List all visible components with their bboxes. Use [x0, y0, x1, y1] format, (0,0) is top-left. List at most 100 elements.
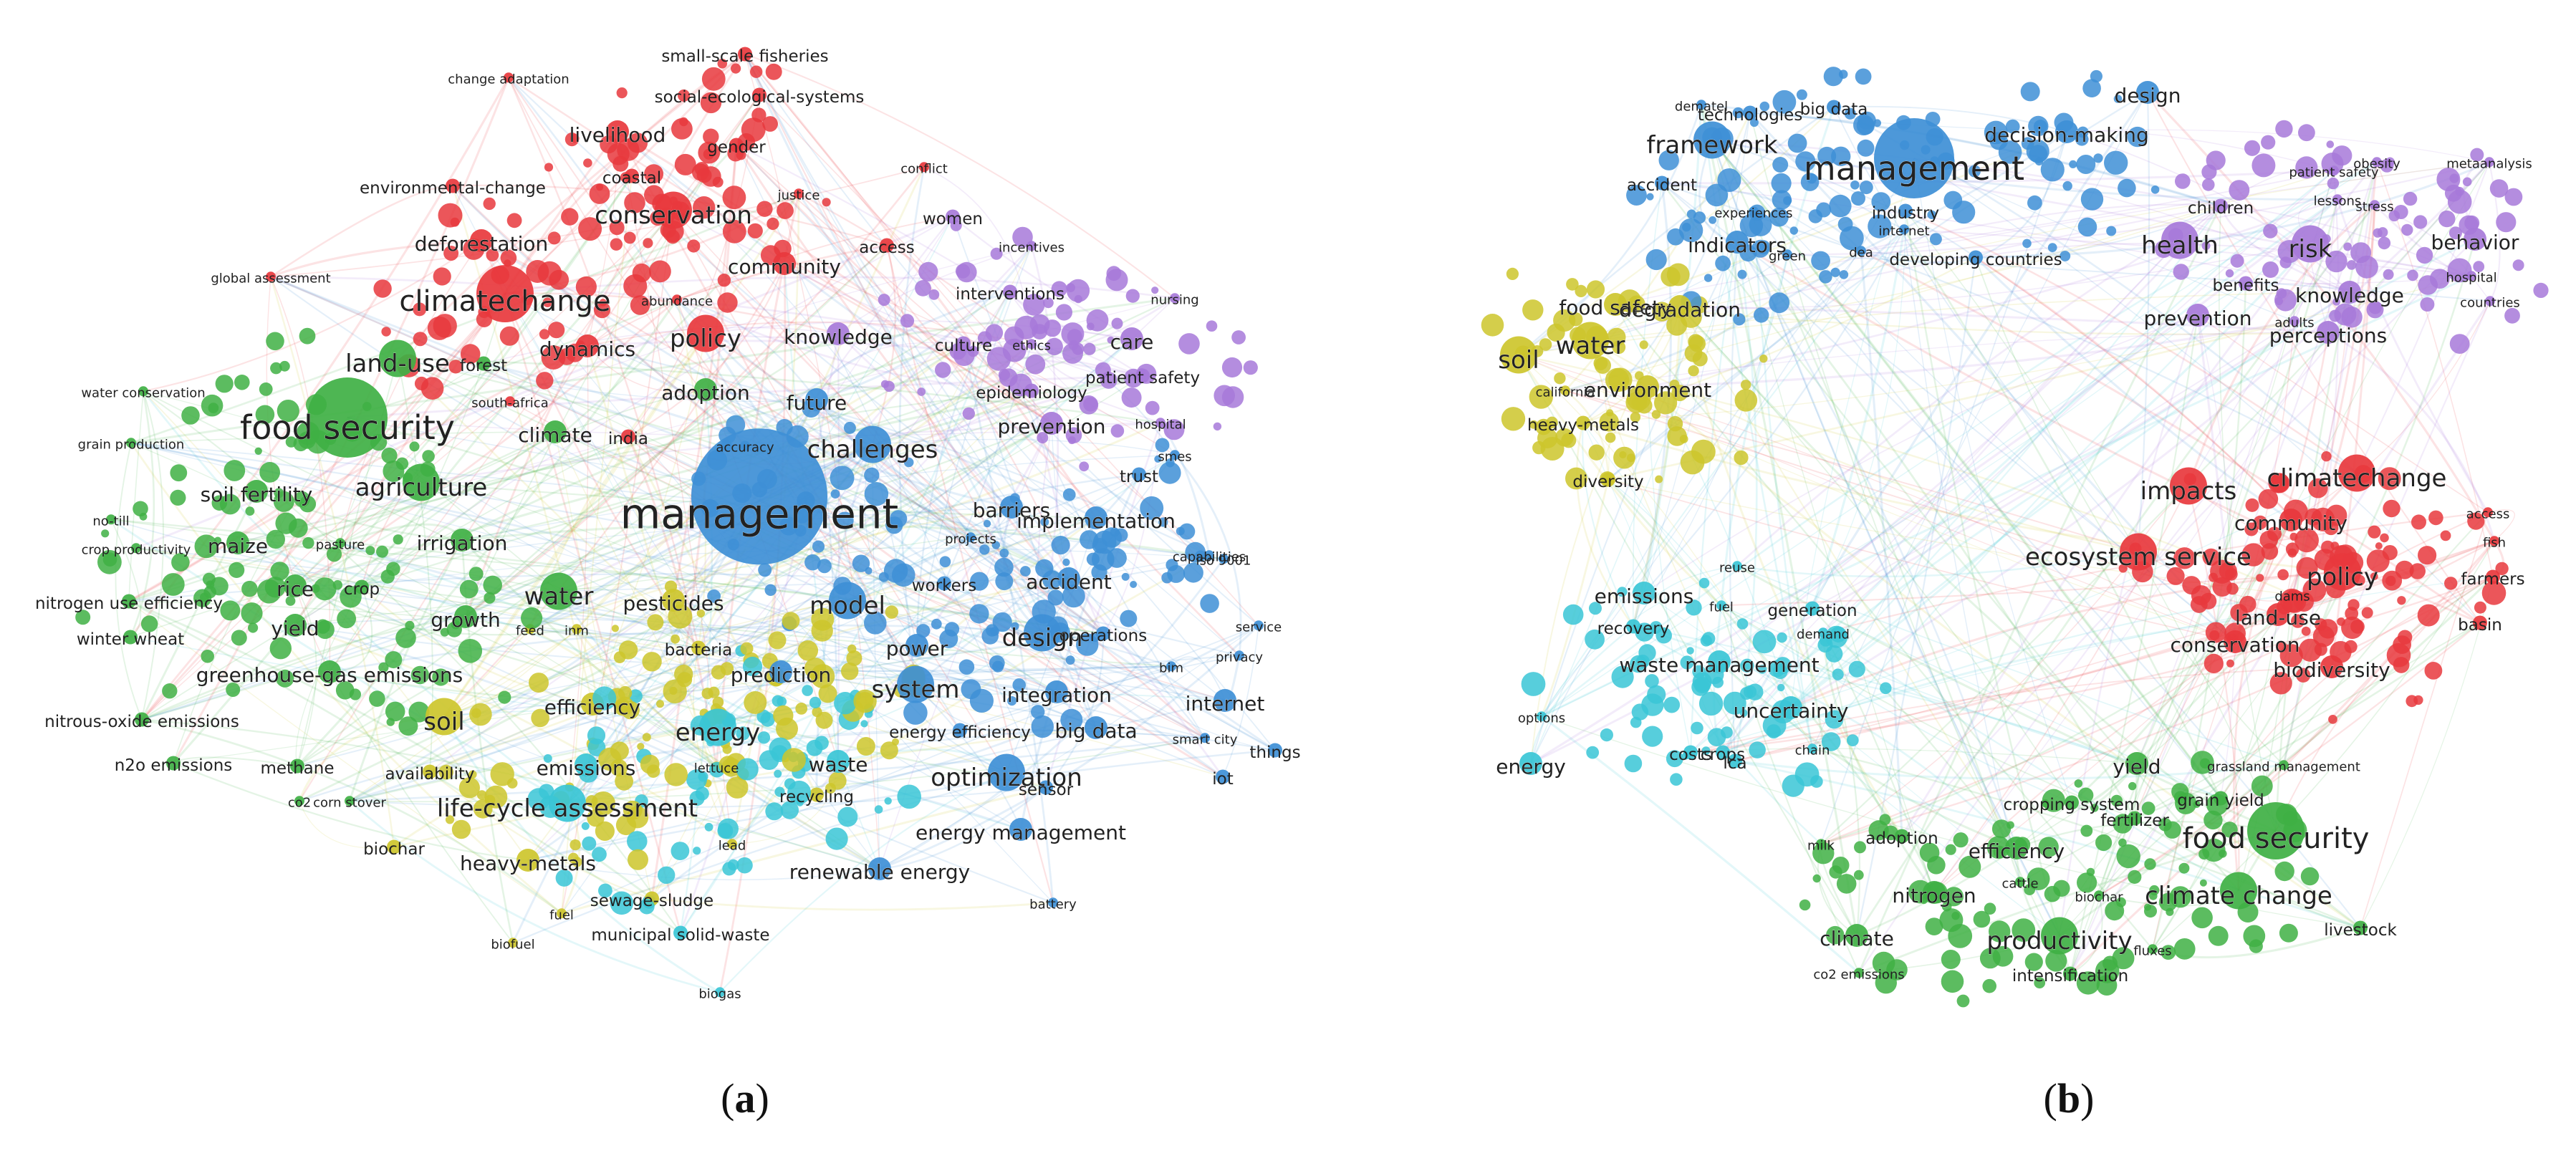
network-link	[529, 473, 1140, 630]
minor-node	[774, 769, 782, 778]
network-link	[1905, 211, 2277, 832]
minor-node	[432, 668, 450, 686]
minor-node	[864, 482, 889, 506]
network-link	[1518, 355, 1857, 936]
minor-node	[2202, 838, 2226, 862]
minor-node	[693, 847, 701, 855]
minor-node	[780, 801, 799, 819]
minor-node	[642, 652, 662, 672]
minor-node	[2328, 715, 2337, 724]
minor-node	[1989, 920, 2011, 943]
minor-node	[1065, 655, 1075, 665]
minor-node	[1060, 708, 1083, 731]
minor-node	[506, 213, 522, 228]
minor-node	[181, 406, 200, 425]
term-node	[805, 388, 828, 411]
term-node	[2289, 316, 2299, 327]
term-node	[575, 753, 597, 776]
minor-node	[843, 421, 856, 434]
network-link	[504, 292, 839, 335]
minor-node	[2341, 616, 2364, 640]
term-label: incentives	[999, 240, 1064, 255]
minor-node	[2380, 533, 2389, 543]
minor-node	[2274, 861, 2294, 882]
minor-node	[2301, 626, 2311, 636]
network-link	[704, 332, 917, 685]
network-link	[1913, 158, 2295, 322]
term-node	[284, 574, 307, 597]
term-node	[1085, 506, 1107, 529]
minor-node	[575, 276, 597, 298]
minor-node	[1880, 682, 1892, 695]
minor-node	[1539, 338, 1552, 351]
minor-node	[1061, 322, 1085, 346]
network-link	[816, 399, 1104, 635]
network-link	[443, 716, 880, 870]
network-link	[2066, 130, 2335, 172]
minor-node	[1769, 292, 1790, 314]
minor-node	[1630, 655, 1648, 673]
term-node	[880, 238, 894, 253]
term-node	[2484, 157, 2494, 168]
network-link	[443, 665, 1172, 718]
minor-node	[1739, 213, 1764, 238]
minor-node	[883, 559, 908, 583]
term-node	[2094, 890, 2104, 901]
minor-node	[1624, 754, 1643, 773]
minor-node	[2449, 334, 2470, 354]
minor-node	[2393, 205, 2408, 219]
network-link	[509, 245, 1032, 402]
minor-node	[1083, 342, 1096, 355]
term-label: crop	[344, 580, 380, 599]
network-link	[554, 430, 1097, 728]
minor-node	[422, 450, 435, 463]
network-link	[1615, 304, 2153, 950]
term-node	[284, 614, 307, 637]
minor-node	[1832, 857, 1850, 874]
minor-node	[468, 567, 484, 582]
minor-node	[413, 332, 428, 347]
term-node	[1856, 246, 1866, 256]
term-node	[504, 72, 514, 83]
network-link	[719, 771, 1007, 993]
minor-node	[1973, 910, 1991, 928]
minor-node	[2326, 140, 2335, 148]
minor-node	[970, 572, 989, 591]
minor-node	[201, 394, 224, 417]
minor-node	[1832, 668, 1844, 680]
network-link	[587, 216, 953, 347]
term-label: heavy-metals	[460, 852, 596, 875]
network-link	[736, 144, 1276, 751]
minor-node	[1618, 289, 1642, 313]
term-label: dams	[2274, 589, 2310, 604]
minor-node	[1667, 426, 1687, 446]
minor-node	[836, 511, 854, 529]
network-link	[871, 245, 897, 445]
minor-node	[1774, 657, 1792, 674]
network-link	[676, 299, 1032, 392]
caption-b-open: (	[2043, 1075, 2057, 1122]
minor-node	[443, 246, 459, 261]
network-link	[2070, 895, 2103, 975]
network-link	[2135, 613, 2279, 764]
term-label: fish	[2483, 535, 2506, 550]
network-link	[736, 145, 1047, 788]
term-node	[1898, 203, 1913, 218]
term-node	[135, 712, 149, 727]
minor-node	[438, 203, 463, 228]
minor-node	[1037, 432, 1049, 444]
minor-node	[2403, 191, 2418, 206]
network-link	[143, 390, 699, 649]
minor-node	[1691, 721, 1703, 735]
network-link	[2238, 594, 2293, 891]
minor-node	[2118, 564, 2128, 573]
minor-node	[1749, 741, 1766, 758]
term-label: biofuel	[491, 937, 534, 952]
minor-node	[658, 866, 676, 885]
term-node	[131, 543, 141, 554]
network-link	[567, 345, 589, 804]
minor-node	[671, 842, 690, 860]
minor-node	[2269, 473, 2290, 493]
minor-node	[726, 776, 749, 799]
minor-node	[1698, 691, 1724, 716]
